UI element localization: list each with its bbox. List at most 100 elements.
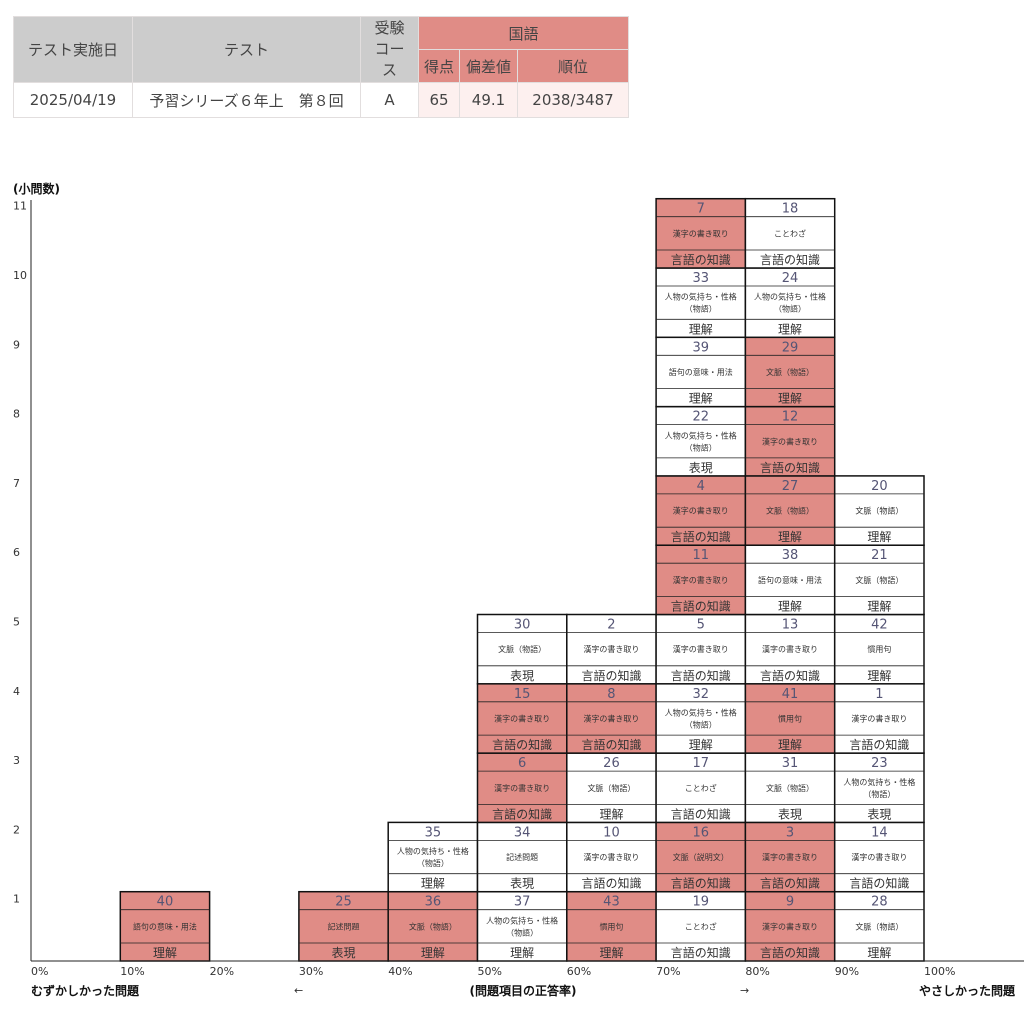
question-category: 言語の知識	[671, 945, 731, 960]
y-tick-label: 7	[13, 477, 20, 490]
question-category: 言語の知識	[671, 599, 731, 614]
question-type: 文脈（物語）	[498, 644, 546, 654]
chart-cells: 40語句の意味・用法理解25記述問題表現36文脈（物語）理解35人物の気持ち・性…	[119, 197, 925, 962]
question-number: 22	[692, 410, 709, 425]
question-type: 人物の気持ち・性格（物語）	[397, 846, 469, 868]
question-category: 表現	[510, 877, 534, 891]
question-type: 漢字の書き取り	[762, 644, 818, 654]
question-type: 漢字の書き取り	[851, 852, 907, 862]
question-type: 漢字の書き取り	[673, 228, 729, 238]
header-course: 受験 コース	[360, 16, 419, 83]
question-category: 言語の知識	[671, 529, 731, 544]
cell-correct-bg	[744, 752, 836, 824]
cell-correct-bg	[476, 613, 568, 685]
question-category: 言語の知識	[760, 876, 820, 891]
question-number: 4	[697, 479, 705, 494]
question-number: 36	[425, 895, 442, 910]
cell-correct-bg	[387, 821, 479, 893]
question-category: 理解	[778, 530, 802, 544]
question-cell: 22 人物の気持ち・性格（物語） 表現	[655, 405, 747, 477]
question-number: 11	[692, 548, 709, 563]
x-tick-label: 0%	[31, 965, 48, 978]
question-category: 言語の知識	[492, 806, 552, 821]
question-category: 表現	[689, 461, 713, 475]
question-number: 7	[697, 202, 705, 217]
question-category: 言語の知識	[581, 668, 641, 683]
question-type: 漢字の書き取り	[762, 921, 818, 931]
y-axis-label: (小問数)	[13, 181, 60, 196]
cell-wrong-bg	[566, 890, 657, 962]
x-tick-label: 30%	[299, 965, 323, 978]
y-tick-label: 6	[13, 546, 20, 559]
question-number: 10	[603, 825, 620, 840]
question-category: 理解	[778, 392, 802, 406]
cell-wrong-bg	[476, 752, 568, 824]
score-table: テスト実施日 テスト 受験 コース 国語 得点 偏差値 順位 2025/04/1…	[13, 16, 629, 118]
question-number: 42	[871, 618, 888, 633]
x-tick-label: 90%	[835, 965, 859, 978]
y-tick-label: 4	[13, 685, 20, 698]
cell-wrong-bg	[744, 405, 836, 477]
question-number: 24	[782, 271, 799, 286]
question-number: 8	[607, 687, 615, 702]
y-ticks: 1 2 3 4 5 6 7 8 9 10 11	[13, 200, 27, 906]
cell-correct-bg	[833, 752, 925, 824]
question-category: 理解	[599, 807, 623, 821]
question-type: ことわざ	[774, 228, 806, 238]
cell-correct-bg	[744, 544, 836, 616]
x-tick-label: 20%	[210, 965, 234, 978]
question-category: 言語の知識	[849, 737, 909, 752]
question-type: 漢字の書き取り	[494, 713, 550, 723]
question-number: 43	[603, 895, 620, 910]
question-number: 1	[875, 687, 883, 702]
header-course-line1: 受験	[374, 19, 405, 37]
question-number: 13	[782, 618, 799, 633]
header-course-line2: コース	[374, 40, 405, 79]
question-number: 39	[692, 340, 709, 355]
cell-correct-bg	[566, 613, 657, 685]
x-tick-label: 50%	[478, 965, 502, 978]
cell-correct-bg	[833, 475, 925, 546]
question-number: 14	[871, 825, 888, 840]
question-type: ことわざ	[685, 783, 717, 793]
question-category: 言語の知識	[581, 876, 641, 891]
question-type: 文脈（物語）	[766, 783, 814, 793]
header-subject: 国語	[418, 16, 629, 50]
question-type: 漢字の書き取り	[762, 436, 818, 446]
question-category: 表現	[867, 807, 891, 821]
question-category: 言語の知識	[760, 460, 820, 475]
question-type: 人物の気持ち・性格（物語）	[665, 430, 737, 452]
question-number: 35	[425, 825, 442, 840]
question-cell: 30 文脈（物語） 表現	[476, 613, 568, 685]
arrow-left: ←	[294, 984, 303, 997]
question-type: 漢字の書き取り	[583, 644, 639, 654]
question-type: 記述問題	[328, 921, 360, 931]
question-category: 理解	[867, 946, 891, 960]
cell-correct-bg	[655, 613, 747, 685]
question-type: ことわざ	[685, 921, 717, 931]
cell-wrong-bg	[744, 336, 836, 408]
question-number: 17	[692, 756, 709, 771]
question-cell: 36 文脈（物語） 理解	[387, 890, 479, 962]
question-cell: 23 人物の気持ち・性格（物語） 表現	[833, 752, 925, 824]
question-number: 18	[782, 202, 799, 217]
question-category: 理解	[599, 946, 623, 960]
question-category: 理解	[867, 669, 891, 683]
cell-correct-bg	[655, 683, 747, 754]
question-category: 言語の知識	[671, 876, 731, 891]
question-number: 33	[692, 271, 709, 286]
question-type: 文脈（説明文）	[673, 852, 729, 862]
x-tick-label: 10%	[120, 965, 144, 978]
question-cell: 21 文脈（物語） 理解	[833, 544, 925, 616]
